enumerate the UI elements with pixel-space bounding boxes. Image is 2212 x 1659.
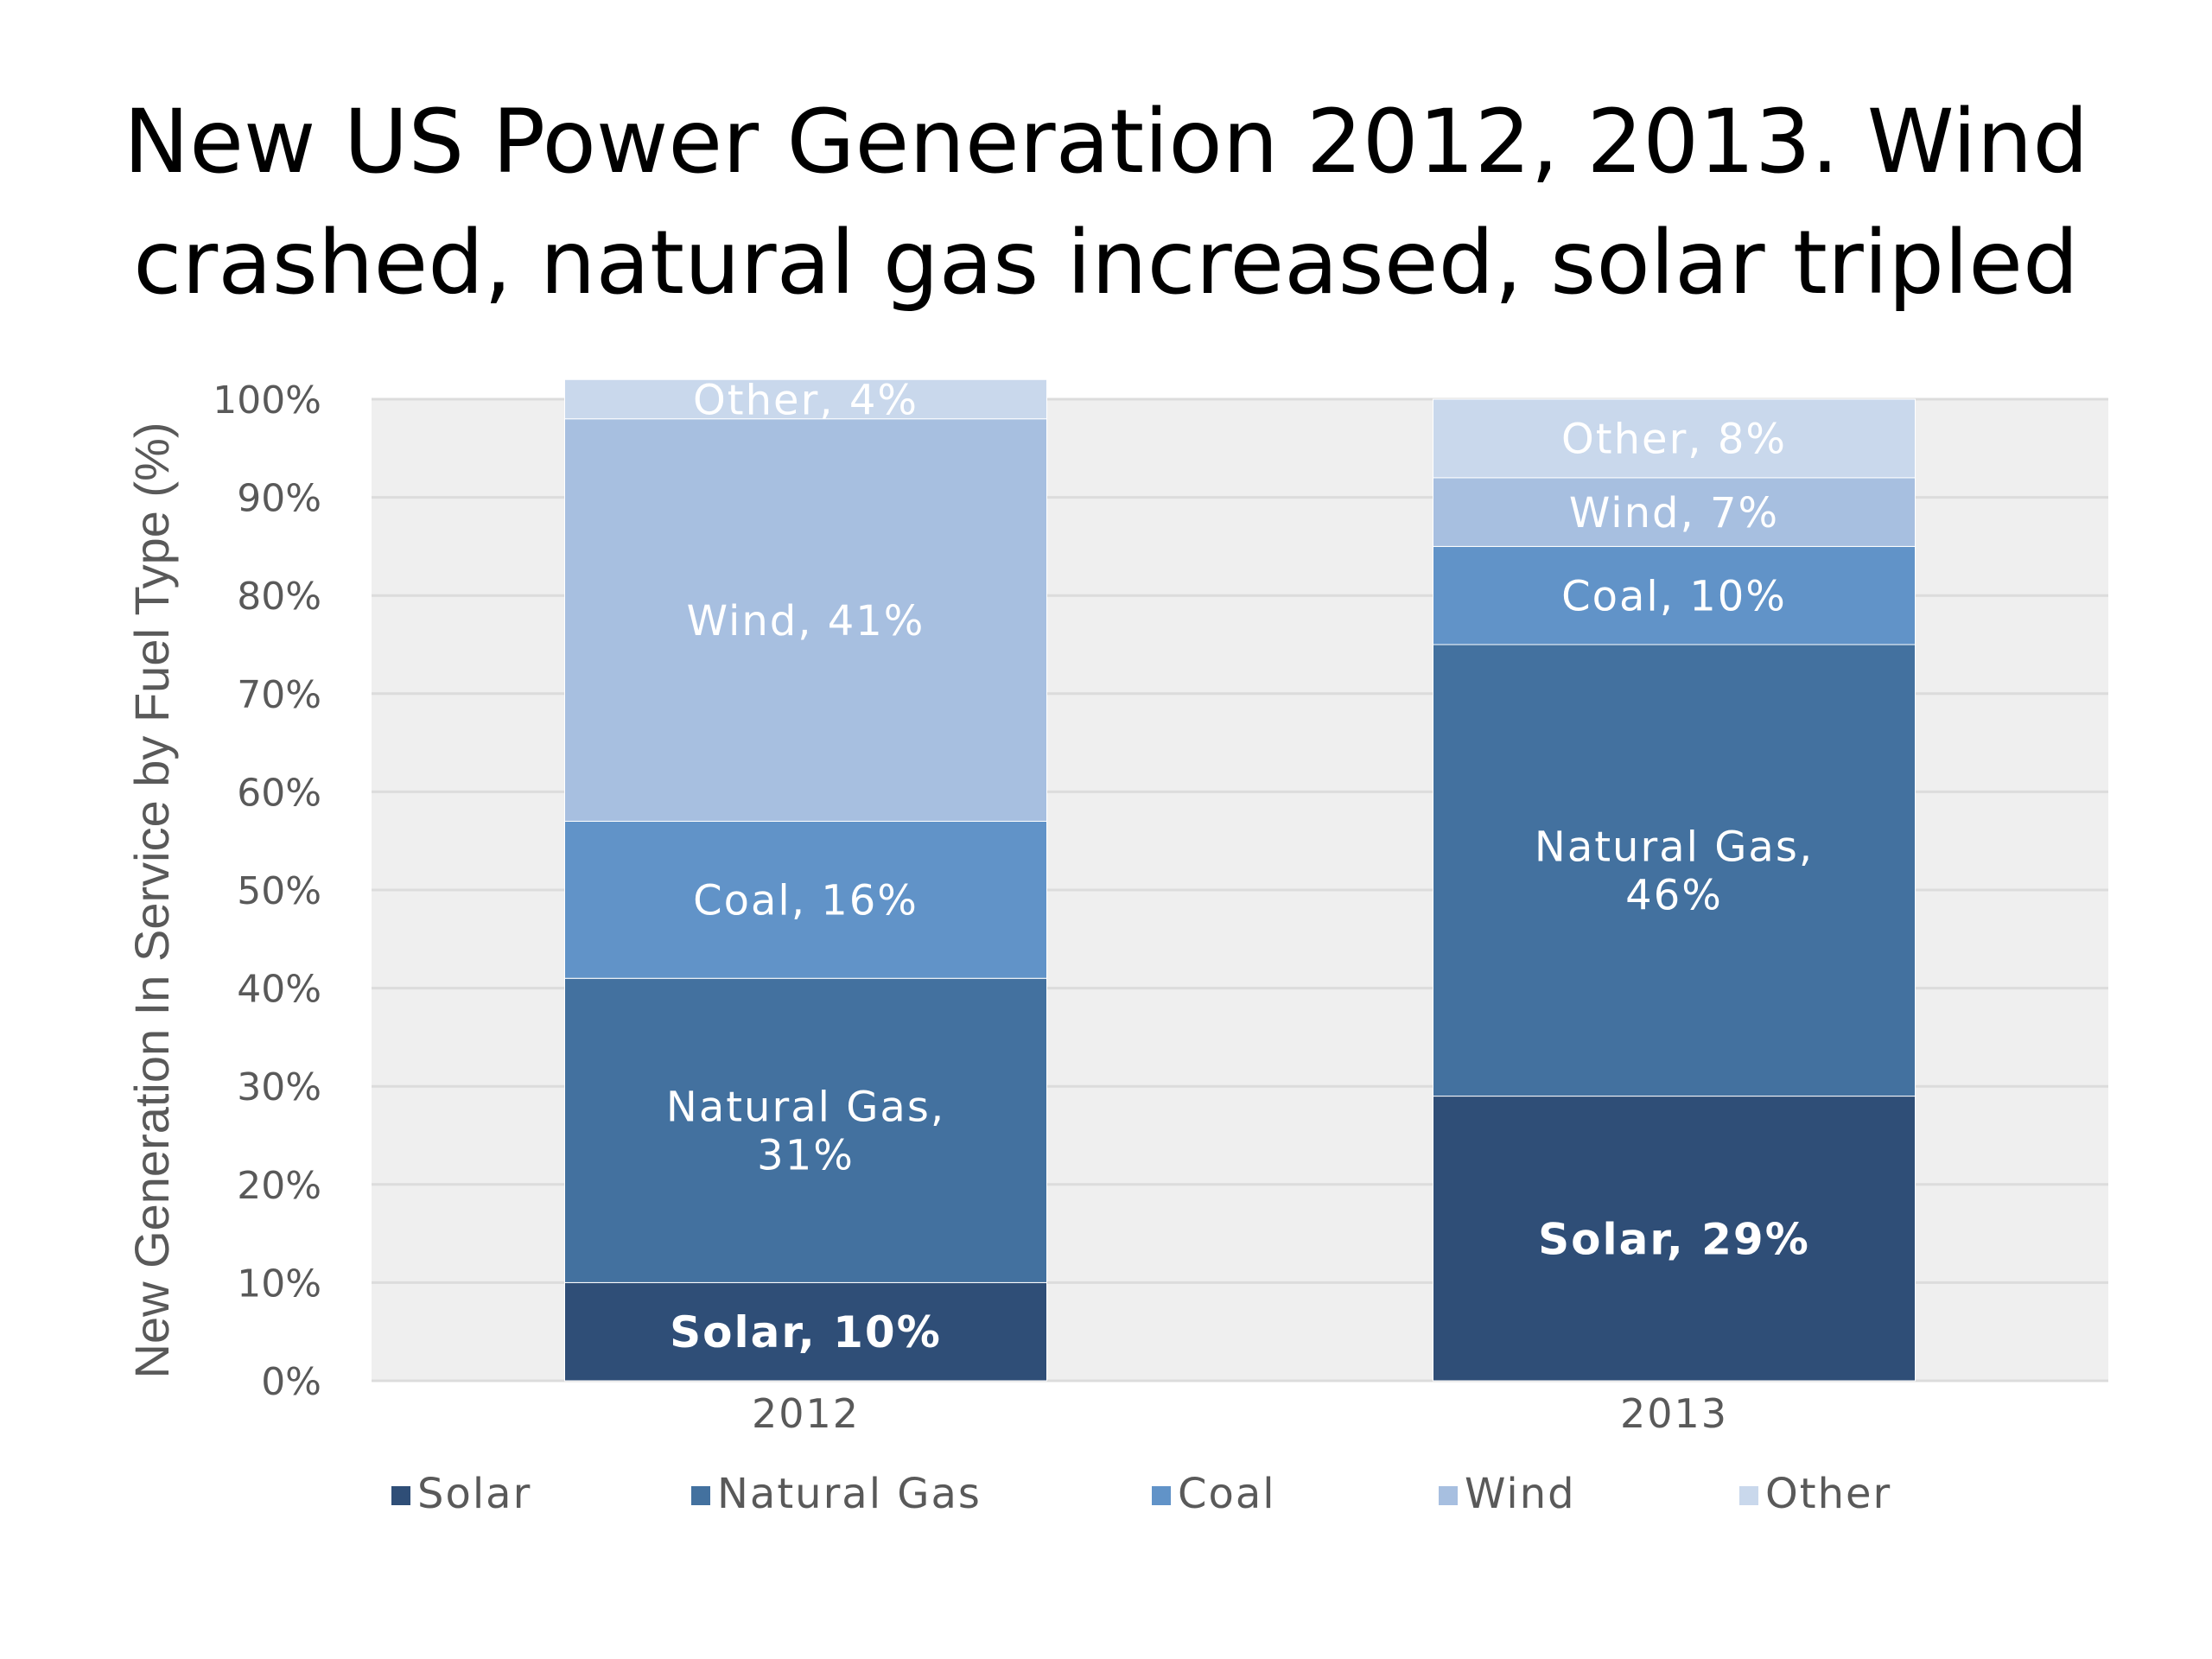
legend-label-coal: Coal [1178,1470,1276,1518]
legend-swatch-solar [391,1486,410,1505]
data-label-other-2012: Other, 4% [693,376,918,424]
data-label-wind-2013: Wind, 7% [1569,489,1779,537]
data-label-natural-gas-2013: Natural Gas, 46% [1535,823,1814,920]
data-label-coal-2013: Coal, 10% [1561,572,1787,620]
y-tick-label: 80% [237,575,321,619]
legend-swatch-natural-gas [691,1486,710,1505]
y-tick-label: 50% [237,869,321,913]
slide-title: New US Power Generation 2012, 2013. Wind… [0,82,2212,324]
legend-label-solar: Solar [417,1470,531,1518]
legend-swatch-coal [1152,1486,1171,1505]
bar-segment-natural-gas-2013 [1433,644,1916,1097]
y-tick-label: 100% [213,378,321,423]
legend-label-other: Other [1765,1470,1891,1518]
bar-segment-natural-gas-2012 [564,977,1047,1283]
data-label-wind-2012: Wind, 41% [687,597,925,645]
x-tick-label-2012: 2012 [752,1390,860,1437]
legend-swatch-other [1739,1486,1758,1505]
bar-segment-other-2012 [564,378,1047,420]
legend-swatch-wind [1439,1486,1458,1505]
y-tick-label: 30% [237,1065,321,1109]
bar-segment-solar-2013 [1433,1096,1916,1382]
data-label-solar-2012: Solar, 10% [670,1307,942,1357]
y-tick-label: 10% [237,1262,321,1306]
title-line-1: New US Power Generation 2012, 2013. Wind [123,91,2089,194]
y-tick-label: 90% [237,477,321,521]
x-tick-label-2013: 2013 [1620,1390,1728,1437]
bar-segment-wind-2012 [564,418,1047,822]
legend-label-wind: Wind [1465,1470,1576,1518]
bar-segment-solar-2012 [564,1281,1047,1382]
bar-segment-wind-2013 [1433,477,1916,547]
data-label-other-2013: Other, 8% [1561,416,1787,464]
y-tick-label: 20% [237,1164,321,1208]
y-tick-label: 70% [237,673,321,717]
data-label-solar-2013: Solar, 29% [1538,1214,1810,1264]
bar-segment-coal-2013 [1433,545,1916,645]
bar-segment-other-2013 [1433,398,1916,479]
data-label-natural-gas-2012: Natural Gas, 31% [666,1084,945,1180]
data-label-coal-2012: Coal, 16% [693,877,918,925]
title-line-2: crashed, natural gas increased, solar tr… [133,212,2079,315]
y-tick-label: 0% [261,1360,321,1404]
y-tick-label: 60% [237,771,321,815]
bar-segment-coal-2012 [564,820,1047,979]
y-tick-label: 40% [237,968,321,1012]
y-axis-title: New Generation In Service by Fuel Type (… [124,422,179,1378]
legend-label-natural-gas: Natural Gas [717,1470,982,1518]
